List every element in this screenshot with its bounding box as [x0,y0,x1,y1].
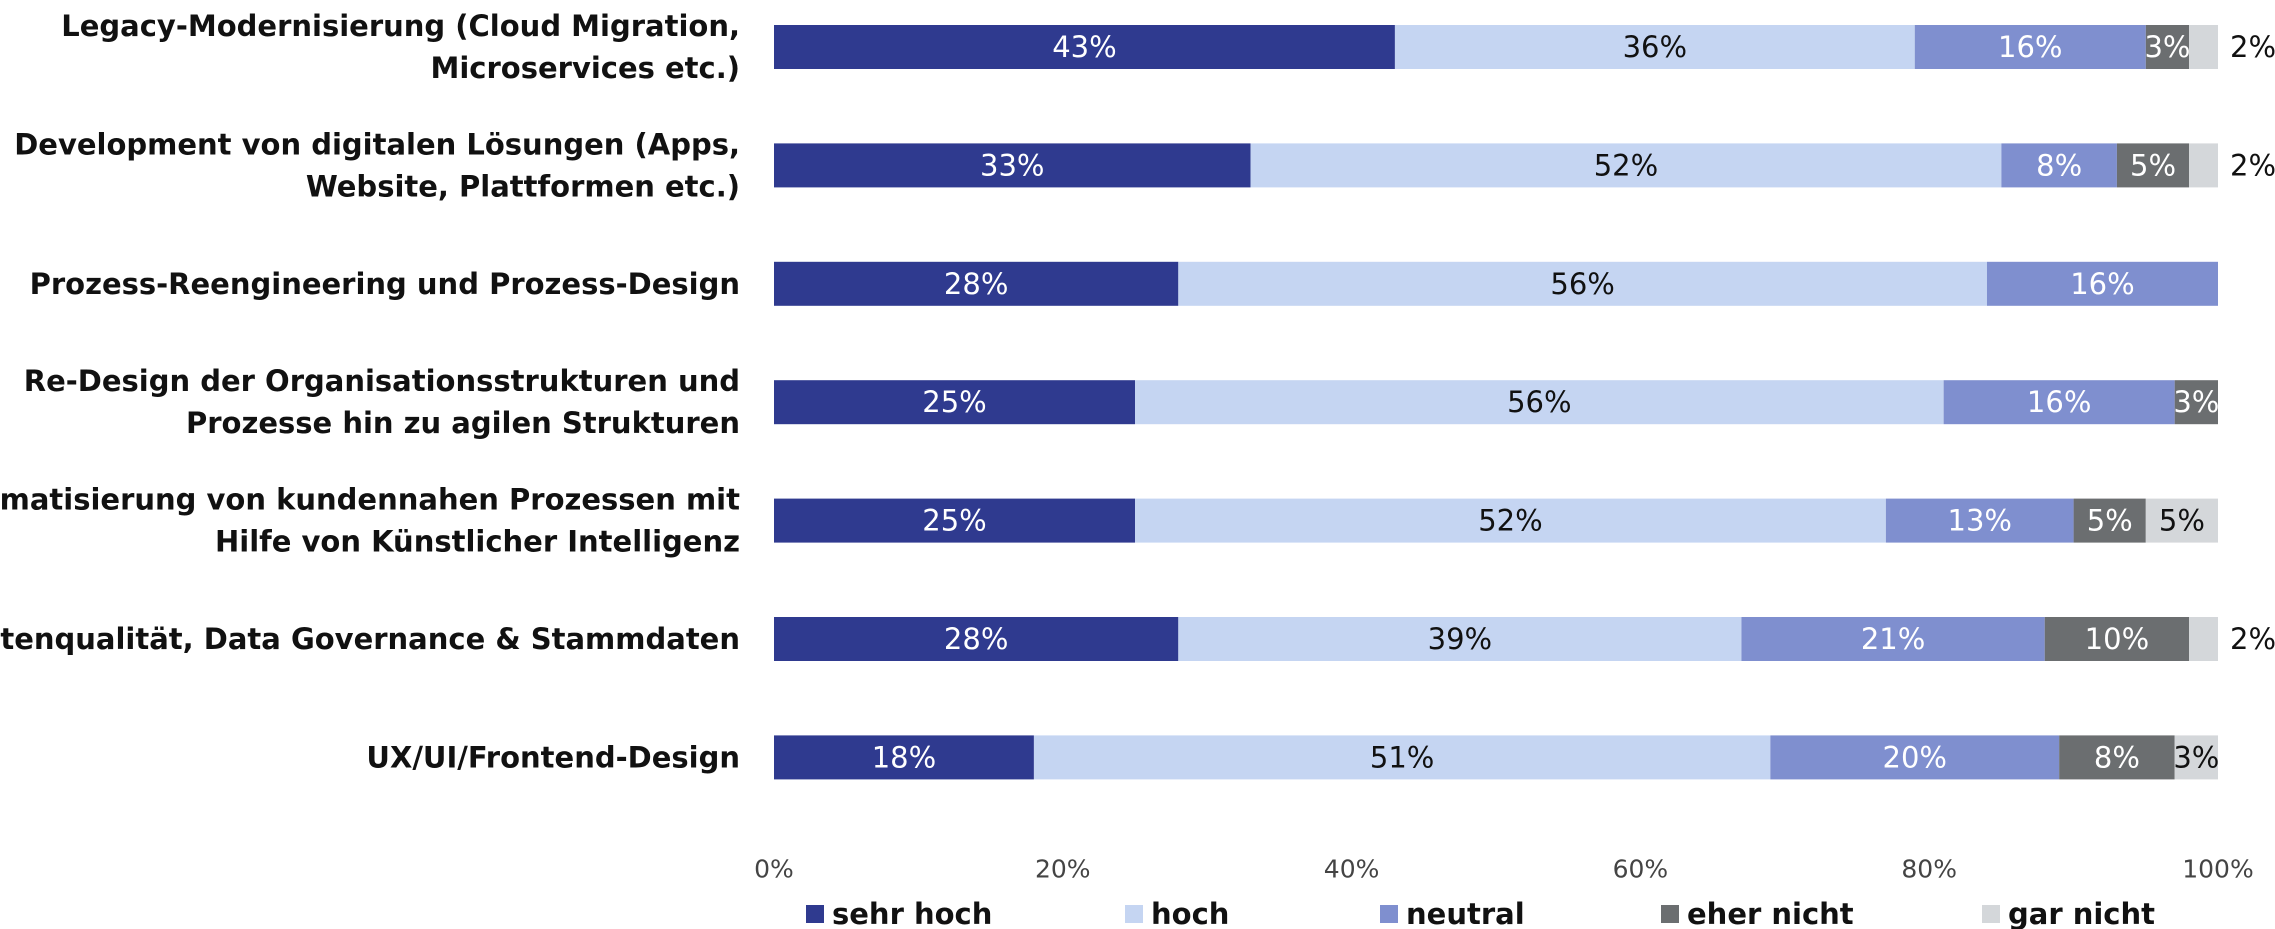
category-label: Prozesse hin zu agilen Strukturen [186,406,740,440]
data-label: 5% [2087,504,2133,538]
legend-swatch [806,905,824,923]
legend-label: gar nicht [2008,897,2155,929]
bar-segment [2001,143,2117,188]
bar-segment [2189,143,2218,188]
bar-segment [1943,380,2175,425]
data-label: 2% [2230,622,2275,656]
bar-segment [2044,617,2190,661]
category-label: Datenqualität, Data Governance & Stammda… [0,622,740,656]
x-tick-label: 20% [1035,855,1091,884]
legend-label: eher nicht [1687,897,1854,929]
x-tick-label: 0% [754,855,794,884]
data-label: 20% [1883,740,1947,774]
legend: sehr hoch hoch neutral eher nicht gar nicht [806,897,2155,929]
data-label: 2% [2230,30,2275,64]
bar-segment [1394,25,1915,69]
data-label: 3% [2173,740,2219,774]
data-label: 21% [1861,622,1925,656]
data-label: 43% [1052,30,1116,64]
bar-segment [2174,380,2218,425]
data-label: 36% [1623,30,1687,64]
legend-swatch [1982,905,2000,923]
data-label: 56% [1550,267,1614,301]
bar-segment [1033,735,1771,780]
bar-segment [2059,735,2175,780]
bar-segment [1986,261,2218,306]
data-label: 3% [2144,30,2190,64]
x-tick-label: 80% [1901,855,1957,884]
data-label: 28% [944,267,1008,301]
bar-segment [774,617,1179,661]
category-label: Website, Plattformen etc.) [306,169,740,203]
category-labels: Legacy-Modernisierung (Cloud Migration, M… [0,9,740,774]
data-label: 52% [1594,148,1658,182]
bar-segment [1135,498,1886,543]
legend-swatch [1380,905,1398,923]
bar-segment [2145,498,2218,543]
data-label: 13% [1948,504,2012,538]
category-label: Microservices etc.) [431,51,741,85]
bar-segment [774,735,1034,780]
category-label: Automatisierung von kundennahen Prozesse… [0,483,740,517]
bar-segment [2145,25,2190,69]
data-label: 25% [922,504,986,538]
bar-segment [2174,735,2218,780]
bar-segment [2189,25,2218,69]
bar-segment [774,143,1251,188]
category-label: Legacy-Modernisierung (Cloud Migration, [61,9,740,43]
data-label: 5% [2130,148,2176,182]
category-label: Re-Design der Organisationsstrukturen un… [24,364,740,398]
data-label: 39% [1428,622,1492,656]
bar-segment [1770,735,2060,780]
data-label: 52% [1478,504,1542,538]
x-tick-label: 60% [1613,855,1669,884]
data-label: 25% [922,385,986,419]
data-label: 56% [1507,385,1571,419]
data-label: 2% [2230,148,2275,182]
data-label: 16% [2027,385,2091,419]
bar-segment [774,25,1395,69]
legend-label: hoch [1151,897,1229,929]
category-label: Development von digitalen Lösungen (Apps… [14,127,740,161]
bar-segment [2189,617,2218,661]
data-label: 18% [872,740,936,774]
bar-segment [2116,143,2190,188]
data-label: 16% [1998,30,2062,64]
bar-segment [1885,498,2074,543]
legend-label: sehr hoch [832,897,992,929]
x-axis-tick-labels: 0% 20% 40% 60% 80% 100% [754,855,2254,884]
bar-segment [1741,617,2045,661]
data-label: 5% [2159,504,2205,538]
data-label: 16% [2070,267,2134,301]
data-label: 8% [2036,148,2082,182]
legend-swatch [1125,905,1143,923]
legend-swatch [1661,905,1679,923]
data-label: 28% [944,622,1008,656]
bar-segment [1178,617,1742,661]
bar-segment [1914,25,2146,69]
bar-segment [774,380,1135,425]
data-label: 10% [2085,622,2149,656]
data-label: 8% [2094,740,2140,774]
data-label: 3% [2173,385,2219,419]
data-label: 51% [1370,740,1434,774]
x-tick-label: 40% [1324,855,1380,884]
category-label: UX/UI/Frontend-Design [366,740,740,774]
category-label: Prozess-Reengineering und Prozess-Design [30,267,740,301]
bars: 43% 36% 16% 3% 2% 33% 52% 8% 5% 2% 28% 56% 16% 25% 56%… [774,25,2275,780]
bar-segment [2073,498,2146,543]
legend-label: neutral [1406,897,1525,929]
data-label: 33% [980,148,1044,182]
category-label: Hilfe von Künstlicher Intelligenz [215,525,740,559]
bar-segment [1250,143,2002,188]
x-tick-label: 100% [2182,855,2253,884]
bar-segment [774,498,1135,543]
bar-segment [1135,380,1944,425]
bar-segment [1178,261,1987,306]
bar-segment [774,261,1179,306]
